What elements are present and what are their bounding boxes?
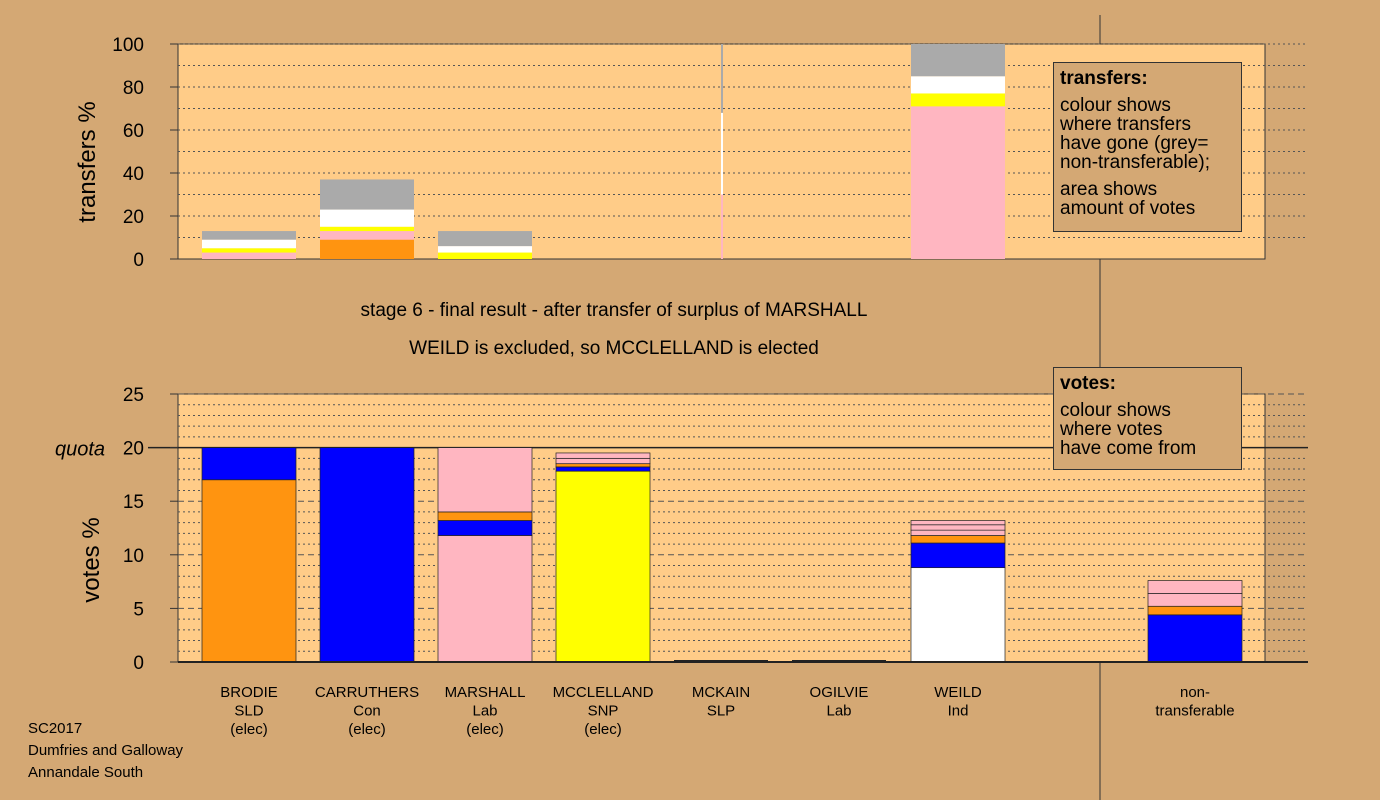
transfers-bar-segment [202, 231, 296, 240]
stage-subtitle: WEILD is excluded, so MCCLELLAND is elec… [409, 338, 819, 359]
candidate-label: transferable [1155, 703, 1234, 720]
transfers-bar-segment [911, 44, 1005, 77]
transfers-bar-segment [320, 239, 414, 259]
candidate-label: (elec) [348, 721, 386, 738]
votes-bar-segment [319, 447, 415, 663]
votes-y-tick-label: 0 [133, 653, 144, 674]
candidate-label: SNP [588, 703, 619, 720]
transfers-y-tick-label: 0 [133, 250, 144, 271]
votes-bar-segment [555, 466, 651, 472]
transfers-bar-segment [202, 239, 296, 249]
votes-bar-segment [555, 457, 651, 465]
transfers-legend-line: area shows [1060, 179, 1158, 200]
candidate-label: CARRUTHERS [315, 684, 419, 701]
footer-ward: Annandale South [28, 764, 144, 781]
candidate-label: Con [353, 703, 381, 720]
votes-y-axis-label: votes % [78, 517, 105, 602]
votes-bar-segment [910, 529, 1006, 536]
votes-legend-title: votes: [1060, 373, 1116, 394]
footer-election: SC2017 [28, 720, 83, 737]
transfers-bar-segment [911, 76, 1005, 94]
candidate-label: non- [1180, 684, 1210, 701]
votes-bar-segment [437, 447, 533, 513]
candidate-label: (elec) [584, 721, 622, 738]
votes-bar-segment [437, 520, 533, 536]
transfers-y-tick-label: 80 [123, 78, 144, 99]
transfers-bar-segment [721, 194, 723, 259]
candidate-label: Lab [472, 703, 497, 720]
candidate-label: OGILVIE [810, 684, 869, 701]
transfers-legend-line: non-transferable); [1060, 152, 1210, 173]
transfers-bar-segment [320, 209, 414, 227]
footer-council: Dumfries and Galloway [28, 742, 184, 759]
footer: SC2017 Dumfries and Galloway Annandale S… [28, 718, 183, 784]
votes-bar-segment [437, 511, 533, 521]
transfers-bar-segment [320, 179, 414, 210]
transfers-bar-segment [911, 106, 1005, 259]
votes-bar-segment [201, 447, 297, 481]
transfers-bar-segment [721, 44, 723, 113]
votes-bar-segment [555, 463, 651, 468]
votes-bar-segment [910, 524, 1006, 531]
candidate-label: MARSHALL [445, 684, 526, 701]
candidate-label: BRODIE [220, 684, 278, 701]
candidate-label: MCKAIN [692, 684, 750, 701]
votes-bar-segment [1147, 605, 1243, 616]
transfers-bar-segment [438, 252, 532, 259]
transfers-bar-segment [721, 112, 723, 195]
candidate-label: Ind [948, 703, 969, 720]
transfers-legend: transfers: colour shows where transfers … [1053, 62, 1242, 232]
transfers-bar-segment [438, 246, 532, 253]
candidate-label: MCCLELLAND [553, 684, 654, 701]
votes-legend-line: where votes [1060, 419, 1163, 440]
stage-title: stage 6 - final result - after transfer … [360, 300, 868, 321]
votes-legend-line: have come from [1060, 438, 1197, 459]
transfers-y-tick-label: 20 [123, 207, 144, 228]
votes-bar-segment [555, 470, 651, 663]
transfers-legend-line: amount of votes [1060, 198, 1196, 219]
transfers-legend-line: colour shows [1060, 95, 1171, 116]
transfers-legend-title: transfers: [1060, 68, 1148, 89]
transfers-y-tick-label: 40 [123, 164, 144, 185]
votes-y-tick-label: 5 [133, 599, 144, 620]
candidate-label: (elec) [230, 721, 268, 738]
votes-bar-segment [201, 479, 297, 663]
candidate-label: SLP [707, 703, 735, 720]
votes-y-tick-label: 25 [123, 385, 144, 406]
transfers-legend-line: where transfers [1060, 114, 1191, 135]
votes-bar-segment [910, 520, 1006, 526]
transfers-bar-segment [202, 252, 296, 259]
transfers-y-tick-label: 100 [112, 35, 144, 56]
votes-y-tick-label: 15 [123, 492, 144, 513]
votes-bar-segment [1147, 580, 1243, 594]
transfers-y-tick-label: 60 [123, 121, 144, 142]
candidate-label: (elec) [466, 721, 504, 738]
votes-bar-segment [1147, 614, 1243, 663]
transfers-y-axis-label: transfers % [74, 101, 101, 222]
votes-legend-line: colour shows [1060, 400, 1171, 421]
quota-label: quota [55, 439, 105, 461]
candidate-label: SLD [234, 703, 263, 720]
votes-bar-segment [555, 452, 651, 459]
votes-y-tick-label: 20 [123, 439, 144, 460]
transfers-bar-segment [320, 231, 414, 240]
votes-bar-segment [910, 542, 1006, 569]
votes-bar-segment [437, 535, 533, 663]
votes-bar-segment [910, 535, 1006, 544]
transfers-legend-line: have gone (grey= [1060, 133, 1209, 154]
transfers-bar-segment [202, 248, 296, 253]
votes-bar-segment [1147, 593, 1243, 607]
votes-y-tick-label: 10 [123, 546, 144, 567]
transfers-bar-segment [911, 93, 1005, 107]
transfers-bar-segment [438, 231, 532, 247]
votes-legend: votes: colour shows where votes have com… [1053, 367, 1242, 470]
candidate-label: Lab [826, 703, 851, 720]
candidate-label: WEILD [934, 684, 982, 701]
transfers-bar-segment [320, 226, 414, 232]
votes-bar-segment [910, 567, 1006, 663]
